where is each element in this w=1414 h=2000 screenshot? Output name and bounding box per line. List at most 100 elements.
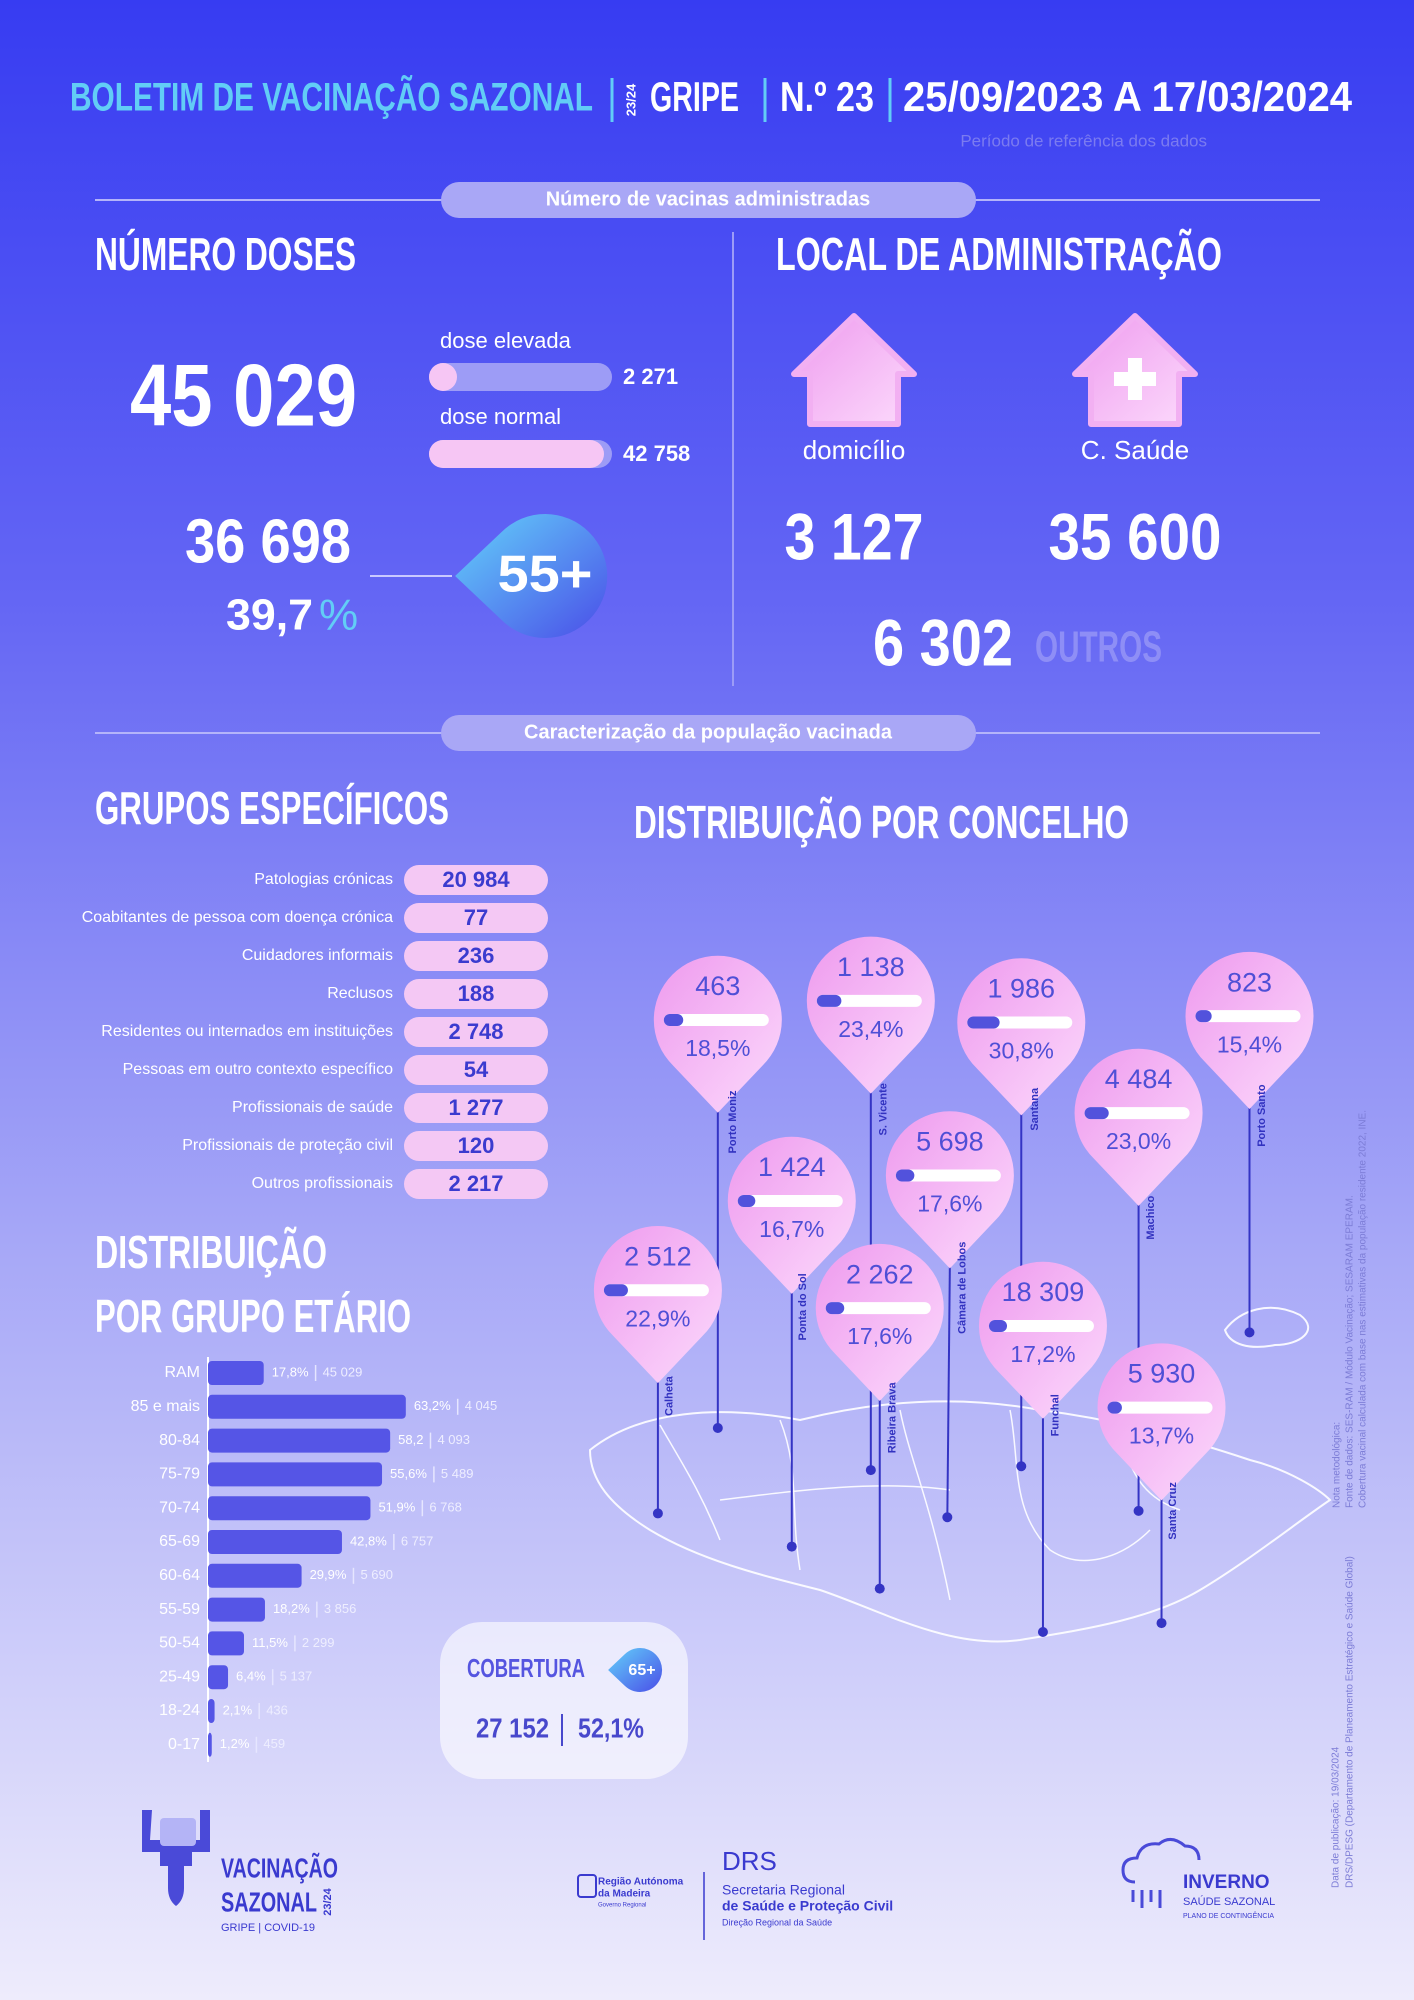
age-pct: 6,4% bbox=[236, 1669, 266, 1684]
coverage-box bbox=[440, 1622, 688, 1779]
group-label: Cuidadores informais bbox=[242, 947, 393, 964]
place-value: 35 600 bbox=[1049, 499, 1222, 573]
age-bar bbox=[208, 1394, 406, 1419]
group-pill bbox=[404, 865, 548, 895]
age-label: 25-49 bbox=[159, 1668, 200, 1685]
pin-count: 823 bbox=[1227, 967, 1272, 997]
pin-bar bbox=[737, 1195, 756, 1208]
group-value: 188 bbox=[458, 981, 495, 1006]
place-label: domicílio bbox=[803, 435, 906, 465]
age-label: 85 e mais bbox=[131, 1398, 200, 1415]
pin-dot bbox=[1156, 1618, 1167, 1629]
pin-count: 1 986 bbox=[987, 974, 1055, 1004]
age-count: 5 137 bbox=[280, 1669, 313, 1684]
pin-pct: 18,5% bbox=[685, 1035, 750, 1061]
section-pill bbox=[441, 182, 976, 218]
pin-count: 5 698 bbox=[916, 1127, 984, 1157]
note: Fonte de dados: SES-RAM / Módulo Vacinaç… bbox=[1345, 1195, 1356, 1508]
age-count: 459 bbox=[263, 1736, 285, 1751]
heading: DISTRIBUIÇÃO bbox=[95, 1226, 327, 1278]
dose-fill bbox=[429, 440, 604, 468]
age-pct: 29,9% bbox=[310, 1567, 347, 1582]
pin-count: 1 138 bbox=[837, 952, 905, 982]
pin-name: Porto Moniz bbox=[727, 1090, 739, 1153]
drs-text: Direção Regional da Saúde bbox=[722, 1917, 832, 1927]
period: 25/09/2023 A 17/03/2024 bbox=[903, 73, 1353, 120]
group-label: Outros profissionais bbox=[252, 1175, 393, 1192]
age-bar bbox=[208, 1699, 215, 1723]
age-label: 80-84 bbox=[159, 1432, 200, 1449]
group-label: Patologias crónicas bbox=[254, 871, 393, 888]
group-label: Profissionais de saúde bbox=[232, 1099, 393, 1116]
other-label: OUTROS bbox=[1035, 623, 1162, 672]
pin-name: Santa Cruz bbox=[1167, 1482, 1179, 1540]
winter-text: INVERNO bbox=[1183, 1872, 1270, 1893]
age-label: 70-74 bbox=[159, 1499, 200, 1516]
municipality-borders bbox=[659, 1409, 1181, 1601]
age-count: 6 757 bbox=[401, 1533, 434, 1548]
logo-sub: GRIPE | COVID-19 bbox=[221, 1922, 315, 1934]
age-pct: 63,2% bbox=[414, 1398, 451, 1413]
heading: LOCAL DE ADMINISTRAÇÃO bbox=[776, 228, 1222, 280]
publication-note: DRS/DPESG (Departamento de Planeamento E… bbox=[1345, 1556, 1356, 1888]
pin-track bbox=[895, 1169, 1001, 1182]
region-text: Região Autónoma bbox=[598, 1877, 684, 1888]
pin-pct: 17,2% bbox=[1010, 1341, 1075, 1367]
age55-unit: % bbox=[319, 591, 358, 640]
pin-count: 463 bbox=[695, 971, 740, 1001]
pin-bar bbox=[1107, 1401, 1122, 1414]
pin-track bbox=[825, 1302, 931, 1315]
season: 23/24 bbox=[623, 83, 638, 116]
pin-pct: 15,4% bbox=[1217, 1031, 1282, 1057]
pin-pct: 13,7% bbox=[1129, 1423, 1194, 1449]
pin-track bbox=[737, 1195, 843, 1208]
age-bar bbox=[208, 1563, 302, 1588]
coverage-pct: 52,1% bbox=[578, 1712, 644, 1743]
age-label: 55-59 bbox=[159, 1601, 200, 1618]
pin-pct: 17,6% bbox=[917, 1191, 982, 1217]
group-label: Reclusos bbox=[327, 985, 393, 1002]
pin bbox=[978, 1261, 1107, 1419]
age-pct: 55,6% bbox=[390, 1466, 427, 1481]
pin-pct: 22,9% bbox=[625, 1305, 690, 1331]
age-count: 45 029 bbox=[323, 1364, 363, 1379]
group-label: Coabitantes de pessoa com doença crónica bbox=[82, 909, 393, 926]
pin-dot bbox=[1244, 1327, 1255, 1338]
pin-dot bbox=[1016, 1461, 1027, 1472]
total-doses: 45 029 bbox=[130, 345, 357, 444]
age-label: 60-64 bbox=[159, 1567, 200, 1584]
group-pill bbox=[404, 1093, 548, 1123]
pin-pct: 17,6% bbox=[847, 1323, 912, 1349]
age-bar bbox=[208, 1732, 212, 1757]
period-note: Período de referência dos dados bbox=[960, 131, 1207, 150]
pin-count: 4 484 bbox=[1105, 1064, 1173, 1094]
age-pct: 42,8% bbox=[350, 1533, 387, 1548]
pin bbox=[957, 958, 1086, 1116]
age-label: 75-79 bbox=[159, 1466, 200, 1483]
coverage-badge bbox=[608, 1648, 663, 1692]
pin-track bbox=[1107, 1401, 1213, 1414]
pin-bar bbox=[825, 1302, 845, 1315]
badge-drop bbox=[455, 514, 608, 638]
heading: POR GRUPO ETÁRIO bbox=[95, 1290, 411, 1342]
age-count: 4 093 bbox=[437, 1432, 470, 1447]
pin bbox=[1097, 1343, 1226, 1501]
pin-dot bbox=[865, 1465, 876, 1476]
dose-label: dose normal bbox=[440, 404, 561, 429]
group-pill bbox=[404, 979, 548, 1009]
age-pct: 2,1% bbox=[223, 1702, 253, 1717]
house-icon bbox=[791, 313, 917, 427]
age-bar bbox=[208, 1428, 391, 1453]
pin-dot bbox=[1037, 1627, 1048, 1637]
pin-dot bbox=[712, 1423, 723, 1433]
heading: NÚMERO DOSES bbox=[95, 228, 356, 280]
pin-pct: 23,4% bbox=[838, 1016, 903, 1042]
logo-text: SAZONAL bbox=[221, 1886, 317, 1917]
pin bbox=[815, 1243, 944, 1401]
dose-value: 42 758 bbox=[623, 441, 690, 466]
age-bar bbox=[208, 1462, 383, 1487]
pin-dot bbox=[874, 1583, 885, 1594]
pin-stem bbox=[946, 1264, 951, 1518]
badge-text: 55+ bbox=[498, 546, 593, 604]
